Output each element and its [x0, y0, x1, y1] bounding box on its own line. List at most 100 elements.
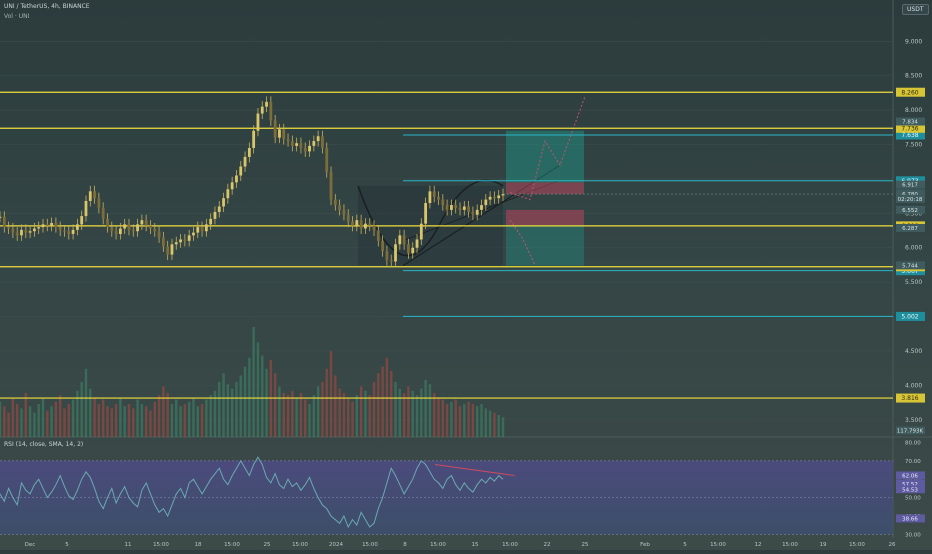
volume-bar [63, 408, 66, 437]
volume-bar [347, 397, 350, 437]
volume-bar [308, 404, 311, 437]
price-tag-label: 7.834 [902, 120, 918, 126]
price-tag [896, 190, 925, 199]
candle-body [37, 227, 41, 229]
volume-bar [398, 388, 402, 437]
currency-button[interactable]: USDT [902, 4, 929, 15]
time-axis[interactable]: Dec 5 11 15:00 18 15:00 25 15:00 2024 15:00 8 15:00… [25, 542, 896, 548]
target-level-label: 7.638 [901, 132, 918, 139]
volume-bar [273, 373, 277, 437]
rsi-divergence-line [434, 464, 516, 477]
price-axis[interactable]: 9.0008.5008.0007.5007.0006.5006.0005.500… [896, 38, 925, 538]
price-tag [896, 205, 925, 214]
volume-bar [54, 401, 58, 437]
candle-body [497, 195, 501, 199]
volume-bar [76, 390, 79, 437]
candle-body [458, 207, 462, 210]
price-tag-label: 6.287 [902, 226, 918, 232]
volume-bar [97, 404, 101, 437]
candle-body [11, 228, 15, 233]
candle-body [247, 147, 251, 157]
candle-body [260, 106, 264, 114]
volume-bar [41, 397, 45, 437]
x-tick-label: 15:00 [153, 542, 169, 548]
candle-body [308, 145, 311, 152]
volume-bar [89, 388, 92, 437]
volume-bar [71, 399, 75, 437]
volume-bar [372, 382, 376, 437]
volume-bar [93, 397, 96, 437]
volume-bar [351, 401, 354, 437]
volume-bar [265, 368, 268, 437]
horizontal-levels[interactable] [0, 91, 893, 399]
volume-bar [15, 404, 19, 437]
candle-body [398, 235, 402, 245]
price-tag-label: 6.552 [902, 208, 918, 214]
volume-bar [325, 368, 328, 437]
price-tag [896, 194, 925, 203]
candle-body [415, 239, 419, 248]
candle-body [428, 191, 432, 204]
y-tick-label: 3.500 [905, 417, 922, 424]
candle-body [136, 224, 139, 232]
symbol-title: UNI / TetherUS, 4h, BINANCE [4, 3, 90, 10]
volume-bar [140, 404, 144, 437]
candle-body [101, 207, 105, 219]
volume-bar [11, 398, 15, 437]
price-tag [896, 117, 925, 126]
candle-body [179, 239, 182, 243]
volume-bar [226, 384, 230, 437]
candle-body [329, 172, 333, 200]
volume-bar [235, 382, 238, 437]
candle-body [385, 251, 389, 261]
x-tick-label: 8 [403, 542, 407, 548]
volume-bar [458, 406, 462, 437]
volume-bar [484, 408, 488, 437]
x-tick-label: 11 [125, 542, 132, 548]
candle-body [230, 182, 234, 190]
volume-bar [488, 410, 492, 437]
candle-body [114, 231, 118, 234]
volume-bar [209, 395, 212, 437]
candle-body [118, 228, 122, 234]
x-tick-label: Feb [640, 542, 650, 548]
rsi-tag [896, 514, 925, 523]
volume-bar [321, 382, 324, 437]
candle-body [106, 218, 109, 228]
volume-bar [390, 371, 393, 437]
candle-body [131, 229, 135, 232]
target-level-tag [896, 311, 925, 321]
volume-bar [338, 388, 341, 437]
candle-body [157, 231, 161, 238]
candle-body [153, 228, 157, 232]
candle-body [71, 229, 75, 234]
rsi-title: RSI (14, close, SMA, 14, 2) [4, 441, 84, 448]
price-level-tag [896, 123, 925, 133]
candle-body [24, 229, 28, 233]
volume-bar [192, 397, 195, 437]
y-tick-label: 6.000 [905, 245, 922, 252]
candle-body [45, 224, 49, 226]
volume-bar [381, 366, 384, 437]
volume-bar [424, 379, 427, 437]
x-tick-label: Dec [25, 542, 36, 548]
y-tick-label: 6.500 [905, 210, 922, 217]
candle-body [471, 211, 475, 215]
volume-bar [183, 404, 187, 437]
price-tag-label: 117.793K [897, 428, 924, 434]
candle-body [441, 199, 445, 206]
candle-body [235, 175, 238, 183]
candle-body [239, 166, 243, 176]
candle-body [342, 209, 346, 215]
volume-bar [106, 406, 109, 437]
candle-body [475, 209, 479, 215]
candle-body [355, 220, 359, 226]
y-tick-label: 5.500 [905, 279, 922, 286]
candle-body [161, 237, 165, 247]
candle-body [80, 216, 84, 225]
volume-bar [162, 386, 165, 437]
candle-body [196, 227, 200, 233]
x-tick-label: 22 [544, 542, 551, 548]
